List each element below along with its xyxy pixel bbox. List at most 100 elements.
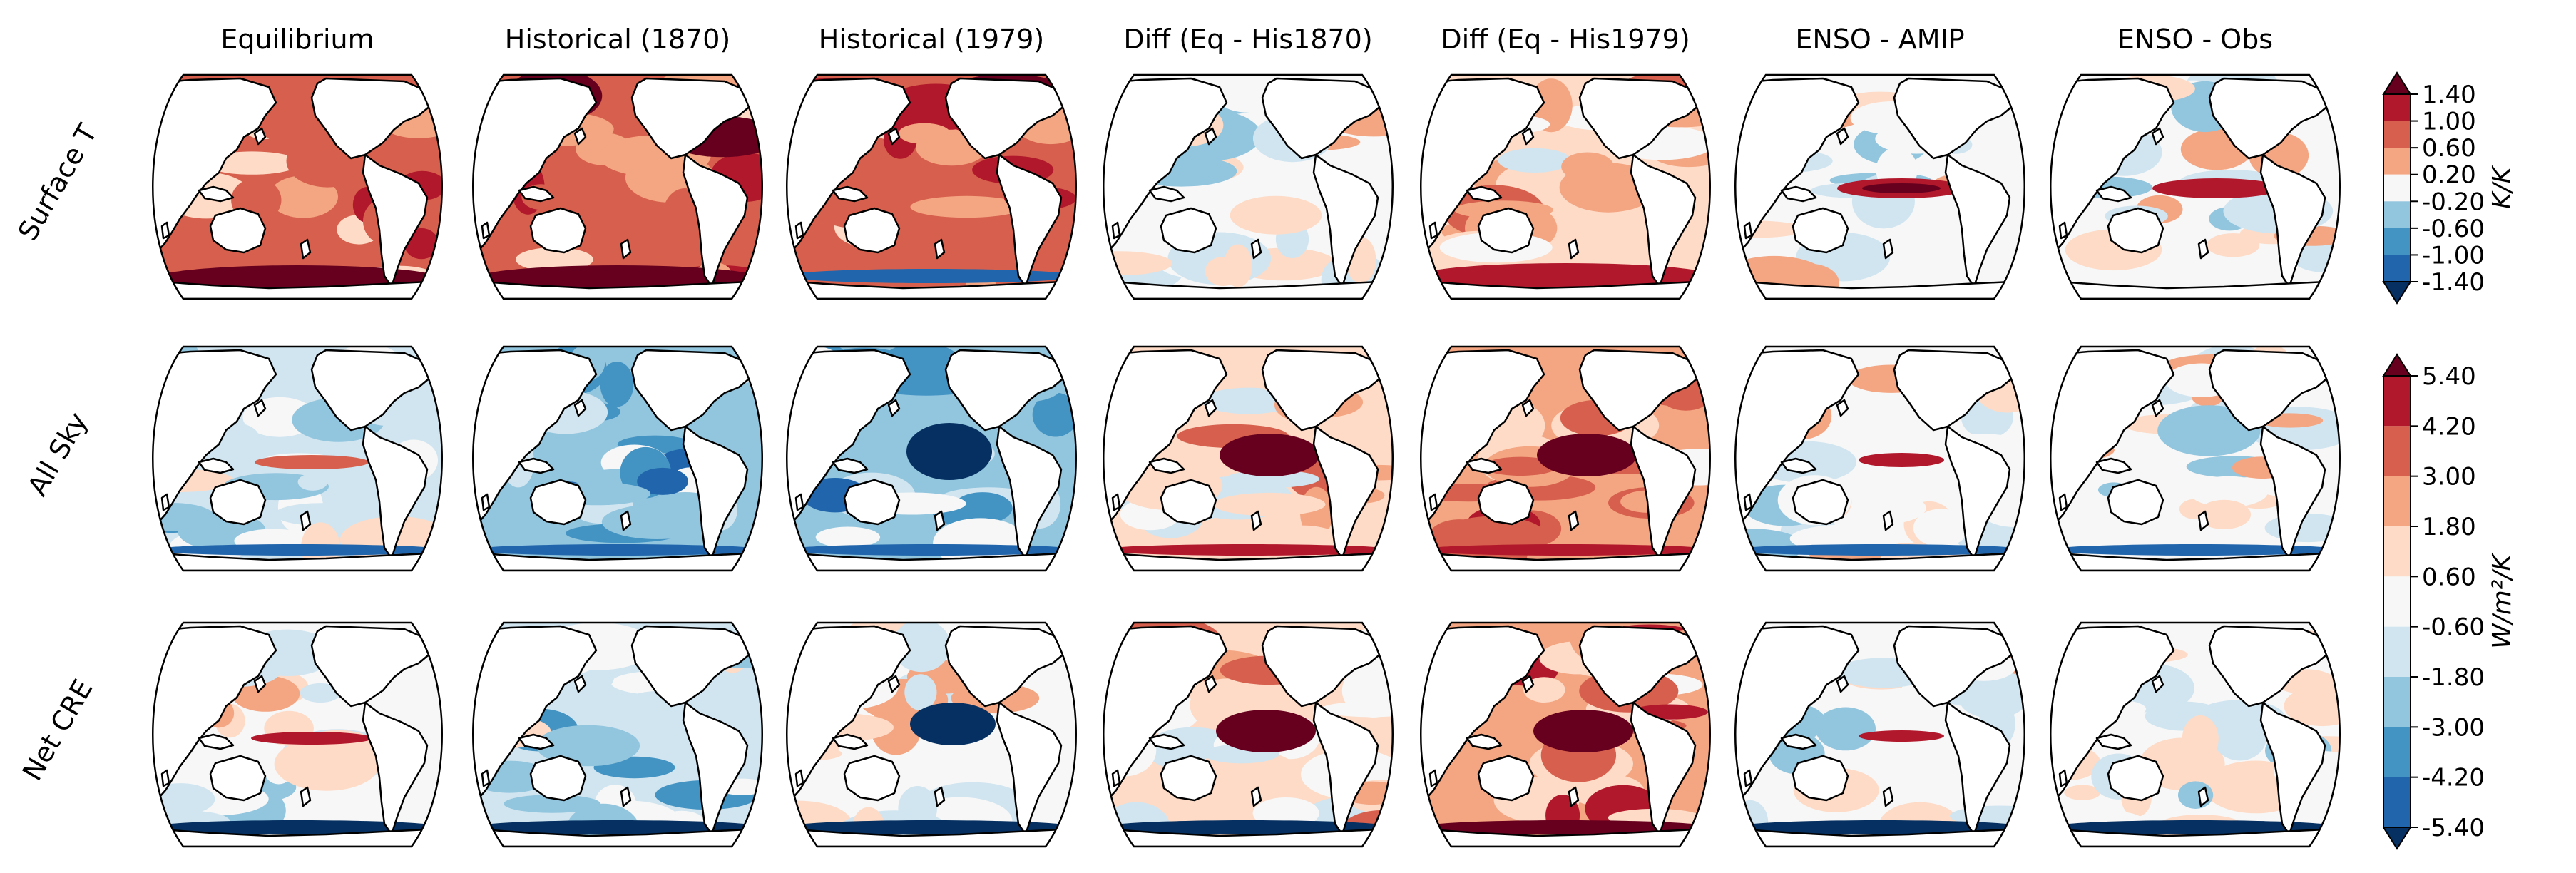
land-outline bbox=[2197, 786, 2209, 807]
colorbar-tick-label: -5.40 bbox=[2422, 814, 2485, 842]
land-outline bbox=[573, 399, 587, 417]
land-outline bbox=[1103, 349, 1228, 531]
colorbar-bin bbox=[2383, 626, 2411, 677]
anomaly-contour bbox=[1421, 263, 1710, 289]
anomaly-contour bbox=[1913, 509, 1969, 547]
anomaly-contour bbox=[601, 504, 712, 539]
anomaly-contour bbox=[1537, 434, 1637, 476]
land-outline bbox=[1944, 425, 2011, 560]
land-outline bbox=[843, 755, 901, 802]
land-outline bbox=[1521, 399, 1535, 417]
land-outline bbox=[1428, 493, 1438, 511]
map-panel bbox=[152, 73, 443, 300]
land-outline bbox=[1568, 510, 1580, 531]
anomaly-contour bbox=[906, 423, 992, 480]
colorbar-tick-label: 5.40 bbox=[2422, 362, 2476, 391]
colorbar-tick-label: 0.20 bbox=[2422, 161, 2476, 190]
globe-border bbox=[152, 345, 443, 572]
anomaly-contour bbox=[1959, 680, 2025, 719]
land-outline bbox=[1630, 153, 1697, 288]
land-outline bbox=[160, 769, 170, 787]
land-outline bbox=[794, 493, 804, 511]
map-panel bbox=[1734, 73, 2025, 300]
land-outline bbox=[2095, 457, 2132, 474]
colorbar-bin bbox=[2383, 228, 2411, 255]
map-panel bbox=[152, 621, 443, 848]
anomaly-contour bbox=[1213, 492, 1326, 516]
anomaly-contour bbox=[2197, 499, 2251, 529]
land-outline bbox=[2095, 733, 2132, 750]
anomaly-contour bbox=[473, 544, 762, 556]
globe-border bbox=[472, 345, 763, 572]
anomaly-contour bbox=[1320, 701, 1393, 718]
anomaly-contour bbox=[953, 492, 1013, 524]
land-outline bbox=[1630, 425, 1697, 560]
anomaly-contour bbox=[504, 795, 601, 813]
globe-border bbox=[1734, 345, 2025, 572]
colorbar-bin bbox=[2383, 148, 2411, 175]
land-outline bbox=[1160, 755, 1217, 802]
anomaly-contour bbox=[1859, 453, 1944, 467]
land-outline bbox=[887, 675, 901, 693]
land-outline bbox=[518, 457, 555, 474]
land-outline bbox=[1103, 625, 1228, 807]
land-outline bbox=[843, 207, 901, 254]
land-outline bbox=[2050, 551, 2340, 571]
land-outline bbox=[1477, 479, 1535, 526]
land-outline bbox=[996, 153, 1063, 288]
land-outline bbox=[529, 755, 587, 802]
anomaly-contour bbox=[274, 503, 368, 526]
colorbar-frame bbox=[2383, 93, 2411, 282]
land-outline bbox=[1103, 827, 1393, 847]
anomaly-contour bbox=[637, 467, 688, 495]
map-panel bbox=[1103, 345, 1394, 572]
land-outline bbox=[1103, 551, 1393, 571]
land-outline bbox=[153, 77, 277, 260]
globe-border bbox=[1103, 345, 1394, 572]
land-outline bbox=[362, 701, 429, 836]
land-outline bbox=[529, 207, 587, 254]
colorbar-tick-label: 4.20 bbox=[2422, 412, 2476, 441]
land-outline bbox=[1780, 733, 1817, 750]
colorbar-label: K/K bbox=[2488, 165, 2517, 209]
map-panel bbox=[472, 621, 763, 848]
land-outline bbox=[2197, 238, 2209, 260]
land-outline bbox=[832, 185, 869, 203]
anomaly-contour bbox=[2050, 544, 2340, 556]
row-labels: Surface T All Sky Net CRE bbox=[12, 118, 104, 786]
colorbar-tick-label: -0.20 bbox=[2422, 188, 2485, 216]
land-outline bbox=[1421, 280, 1710, 299]
colorbar-bin bbox=[2383, 727, 2411, 777]
land-outline bbox=[620, 786, 632, 807]
land-outline bbox=[2107, 755, 2164, 802]
colorbar-bin bbox=[2383, 777, 2411, 827]
land-outline bbox=[1836, 675, 1849, 693]
land-outline bbox=[1630, 701, 1697, 836]
land-outline bbox=[2050, 827, 2340, 847]
map-panel bbox=[1420, 73, 1711, 300]
land-outline bbox=[1944, 701, 2011, 836]
anomaly-contour bbox=[2284, 685, 2340, 727]
land-outline bbox=[887, 127, 901, 146]
anomaly-contour bbox=[1223, 244, 1252, 287]
colorbar-extend-max bbox=[2382, 353, 2412, 377]
land-outline bbox=[2058, 769, 2068, 787]
colorbar-bin bbox=[2383, 94, 2411, 121]
map-panel bbox=[1103, 73, 1394, 300]
land-outline bbox=[518, 185, 555, 203]
anomaly-contour bbox=[1103, 251, 1173, 276]
globe-border bbox=[152, 73, 443, 300]
anomaly-contour bbox=[255, 455, 369, 469]
map-panel bbox=[1734, 621, 2025, 848]
column-title: Historical (1979) bbox=[819, 24, 1044, 55]
row-label: Net CRE bbox=[16, 674, 99, 786]
land-outline bbox=[1421, 625, 1545, 807]
anomaly-contour bbox=[516, 247, 593, 272]
land-outline bbox=[1428, 221, 1438, 240]
map-panel bbox=[2050, 345, 2341, 572]
land-outline bbox=[1466, 457, 1503, 474]
globe-border bbox=[1734, 73, 2025, 300]
land-outline bbox=[1148, 457, 1185, 474]
map-panel bbox=[2050, 73, 2341, 300]
colorbar-tick-label: 1.80 bbox=[2422, 513, 2476, 541]
